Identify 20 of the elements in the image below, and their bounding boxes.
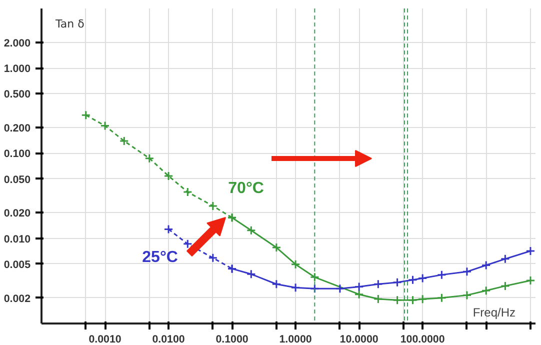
y-axis-title: Tan δ: [54, 18, 85, 30]
x-axis-title: Freq/Hz: [472, 306, 516, 320]
y-tick-label: 1.000: [4, 63, 31, 76]
x-tick-label: 0.0100: [152, 334, 185, 345]
y-tick-label: 0.010: [4, 233, 31, 246]
y-tick-label: 0.002: [4, 292, 31, 305]
y-tick-label: 0.020: [4, 208, 31, 220]
x-tick-label: 100.0000: [400, 334, 445, 345]
y-tick-label: 0.050: [4, 174, 31, 186]
x-tick-label: 10.0000: [340, 334, 378, 345]
series-label: 25°C: [142, 249, 178, 266]
y-tick-label: 0.200: [4, 122, 31, 135]
y-tick-label: 2.000: [4, 37, 31, 50]
series-label: 70°C: [228, 180, 264, 198]
x-tick-label: 0.1000: [216, 334, 248, 345]
y-tick-label: 0.500: [4, 88, 31, 101]
y-tick-label: 0.100: [4, 148, 31, 160]
x-tick-label: 1.0000: [279, 334, 312, 345]
x-tick-label: 0.0010: [88, 334, 122, 345]
y-tick-label: 0.005: [4, 258, 31, 271]
